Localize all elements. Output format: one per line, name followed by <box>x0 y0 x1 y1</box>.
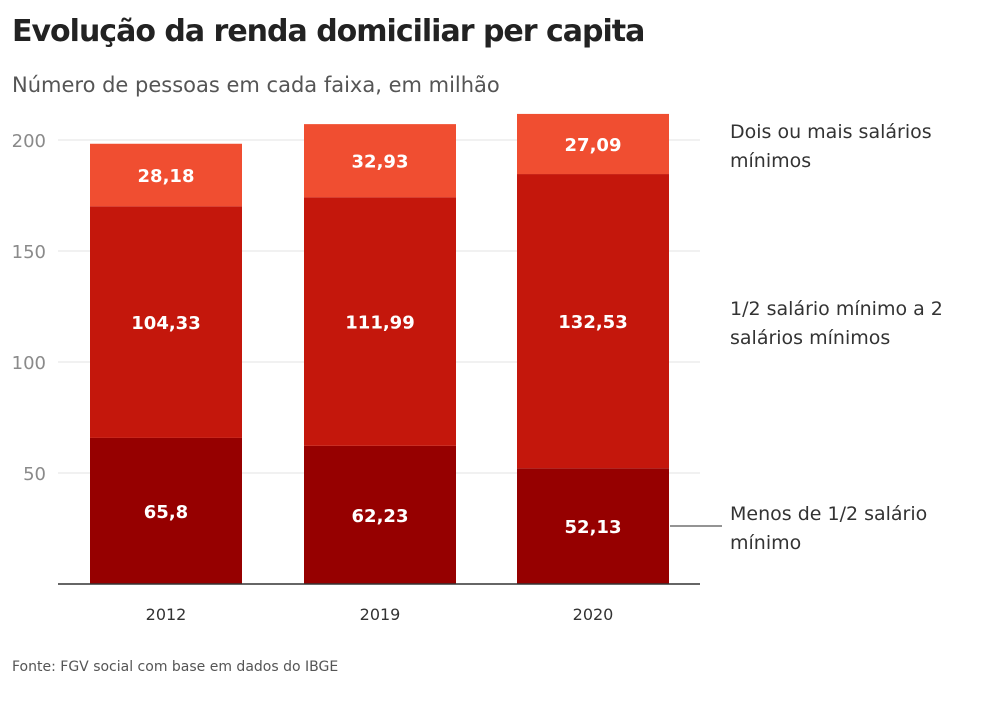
x-tick-label: 2019 <box>360 605 401 624</box>
bar-value-label: 27,09 <box>565 135 622 156</box>
y-tick-label: 50 <box>23 464 46 485</box>
bar-segment <box>517 468 669 584</box>
y-tick-label: 150 <box>12 242 46 263</box>
x-axis-ticks: 2012 2019 2020 <box>146 605 614 624</box>
y-axis-ticks: 50 100 150 200 <box>12 131 46 485</box>
bars <box>90 113 669 584</box>
bar-value-label: 132,53 <box>558 312 627 333</box>
bar-segment <box>90 437 242 584</box>
bar-segment <box>304 124 456 198</box>
chart-subtitle: Número de pessoas em cada faixa, em milh… <box>12 73 500 97</box>
bar-value-label: 28,18 <box>138 166 195 187</box>
bar-segment <box>304 445 456 584</box>
bar-value-label: 65,8 <box>144 502 188 523</box>
x-tick-label: 2020 <box>573 605 614 624</box>
legend-label-top-band: Dois ou mais salários mínimos <box>730 121 932 172</box>
bar-value-label: 111,99 <box>345 313 414 334</box>
legend-label-middle-band: 1/2 salário mínimo a 2 salários mínimos <box>730 298 943 349</box>
chart-title: Evolução da renda domiciliar per capita <box>12 14 645 49</box>
bar-segment <box>517 113 669 175</box>
value-labels: 65,8 104,33 28,18 62,23 111,99 32,93 52,13 132,… <box>131 135 627 538</box>
bar-value-label: 52,13 <box>565 517 622 538</box>
source-note: Fonte: FGV social com base em dados do I… <box>12 659 339 675</box>
y-tick-label: 200 <box>12 131 46 152</box>
bar-segment <box>90 143 242 207</box>
bar-value-label: 32,93 <box>352 152 409 173</box>
bar-value-label: 62,23 <box>352 506 409 527</box>
legend-label-bottom-band: Menos de 1/2 salário mínimo <box>730 503 928 554</box>
x-tick-label: 2012 <box>146 605 187 624</box>
bar-segment <box>517 174 669 469</box>
y-tick-label: 100 <box>12 353 46 374</box>
bar-segment <box>90 206 242 438</box>
bar-value-label: 104,33 <box>131 313 200 334</box>
bar-segment <box>304 197 456 446</box>
